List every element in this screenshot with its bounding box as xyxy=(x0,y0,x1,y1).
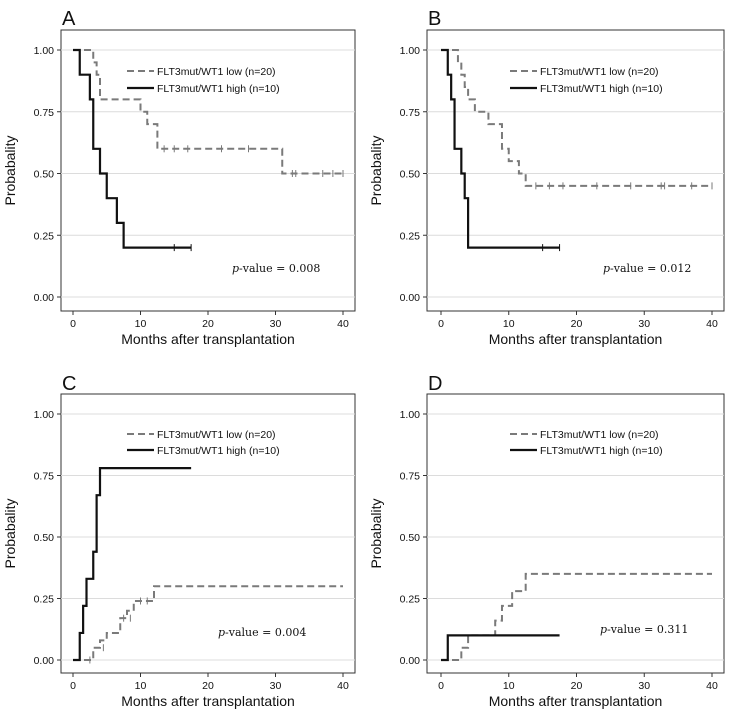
legend-label: FLT3mut/WT1 low (n=20) xyxy=(540,429,659,441)
panel-letter: B xyxy=(428,8,441,30)
legend-label: FLT3mut/WT1 high (n=10) xyxy=(157,445,280,457)
series-high-line xyxy=(73,48,192,249)
x-axis-title: Months after transplantation xyxy=(489,331,663,347)
x-tick-label: 30 xyxy=(270,318,282,330)
x-tick-label: 40 xyxy=(706,318,718,330)
y-tick-label: 0.75 xyxy=(400,107,421,119)
panel-c: C 0.00 0.25 0.50 0.75 1.00 0 10 20 30 40 Months aft… xyxy=(2,373,356,709)
x-tick-label: 40 xyxy=(706,680,718,692)
x-tick-label: 40 xyxy=(337,318,349,330)
series-low-line xyxy=(441,572,712,661)
y-tick-label: 0.00 xyxy=(400,655,421,667)
y-axis-title: Probabality xyxy=(368,498,384,568)
y-tick-label: 0.50 xyxy=(400,532,421,544)
p-value-symbol: p xyxy=(600,623,607,636)
plot-frame xyxy=(60,393,356,674)
p-value-text: -value = 0.008 xyxy=(239,262,320,275)
y-tick-label: 1.00 xyxy=(34,409,55,421)
x-tick-label: 0 xyxy=(438,318,444,330)
series-high-line xyxy=(441,48,560,249)
p-value-symbol: p xyxy=(218,626,225,639)
x-axis-title: Months after transplantation xyxy=(121,693,295,709)
y-tick-label: 0.25 xyxy=(400,594,421,606)
x-tick-label: 10 xyxy=(135,318,147,330)
series-low-line xyxy=(73,49,343,175)
x-tick-label: 10 xyxy=(503,680,515,692)
y-tick-label: 0.25 xyxy=(34,594,55,606)
y-tick-label: 1.00 xyxy=(34,45,55,57)
y-tick-label: 0.75 xyxy=(400,471,421,483)
y-axis-title: Probabality xyxy=(2,498,18,568)
plot-frame xyxy=(426,393,725,674)
x-axis-title: Months after transplantation xyxy=(489,693,663,709)
panel-b: B 0.00 0.25 0.50 0.75 1.00 0 10 20 30 40 Months aft… xyxy=(368,8,725,347)
y-tick-label: 0.75 xyxy=(34,107,55,119)
series-high-line xyxy=(441,634,560,662)
y-tick-label: 0.50 xyxy=(400,169,421,181)
x-tick-label: 0 xyxy=(438,680,444,692)
y-tick-label: 0.25 xyxy=(34,230,55,242)
x-tick-label: 10 xyxy=(503,318,515,330)
y-tick-label: 0.75 xyxy=(34,471,55,483)
y-tick-label: 1.00 xyxy=(400,409,421,421)
legend-label: FLT3mut/WT1 high (n=10) xyxy=(157,83,280,95)
y-tick-label: 0.50 xyxy=(34,532,55,544)
y-axis-title: Probabality xyxy=(368,135,384,205)
y-tick-label: 0.00 xyxy=(34,292,55,304)
y-tick-label: 0.00 xyxy=(34,655,55,667)
x-tick-label: 40 xyxy=(337,680,349,692)
x-axis-title: Months after transplantation xyxy=(121,331,295,347)
p-value-text: -value = 0.012 xyxy=(610,262,691,275)
panel-letter: C xyxy=(62,373,76,395)
p-value-symbol: p xyxy=(232,262,239,275)
x-tick-label: 20 xyxy=(571,318,583,330)
plot-frame xyxy=(426,29,725,312)
series-high-line xyxy=(73,467,192,662)
x-tick-label: 0 xyxy=(70,680,76,692)
x-tick-label: 20 xyxy=(202,680,214,692)
panel-letter: D xyxy=(428,373,442,395)
p-value-text: -value = 0.004 xyxy=(225,626,306,639)
legend-label: FLT3mut/WT1 low (n=20) xyxy=(157,66,276,78)
legend-label: FLT3mut/WT1 high (n=10) xyxy=(540,445,663,457)
series-low-line xyxy=(441,49,712,187)
x-tick-label: 30 xyxy=(638,318,650,330)
legend-label: FLT3mut/WT1 low (n=20) xyxy=(540,66,659,78)
p-value-text: -value = 0.311 xyxy=(607,623,688,636)
p-value-annotation: p-value = 0.004 xyxy=(218,626,306,639)
y-axis-title: Probabality xyxy=(2,135,18,205)
x-tick-label: 20 xyxy=(571,680,583,692)
panel-d: D 0.00 0.25 0.50 0.75 1.00 0 10 20 30 40 Months aft… xyxy=(368,373,725,709)
y-tick-label: 0.00 xyxy=(400,292,421,304)
p-value-symbol: p xyxy=(603,262,610,275)
p-value-annotation: p-value = 0.012 xyxy=(603,262,691,275)
x-tick-label: 20 xyxy=(202,318,214,330)
y-tick-label: 1.00 xyxy=(400,45,421,57)
x-tick-label: 30 xyxy=(638,680,650,692)
panel-letter: A xyxy=(62,8,76,30)
y-tick-label: 0.50 xyxy=(34,169,55,181)
legend-label: FLT3mut/WT1 high (n=10) xyxy=(540,83,663,95)
y-tick-label: 0.25 xyxy=(400,230,421,242)
x-tick-label: 10 xyxy=(135,680,147,692)
legend-label: FLT3mut/WT1 low (n=20) xyxy=(157,429,276,441)
panel-a: A 0.00 0.25 0.50 0.75 1.00 0 10 20 30 40 Months aft… xyxy=(2,8,356,347)
x-tick-label: 0 xyxy=(70,318,76,330)
p-value-annotation: p-value = 0.008 xyxy=(232,262,320,275)
x-tick-label: 30 xyxy=(270,680,282,692)
plot-frame xyxy=(60,29,356,312)
p-value-annotation: p-value = 0.311 xyxy=(600,623,688,636)
